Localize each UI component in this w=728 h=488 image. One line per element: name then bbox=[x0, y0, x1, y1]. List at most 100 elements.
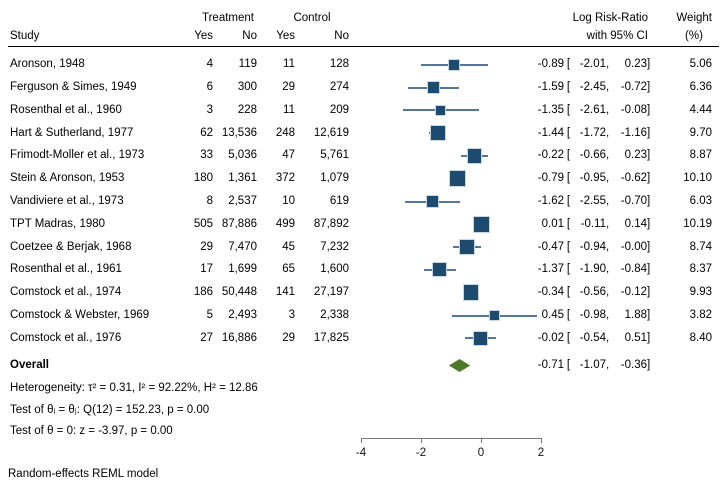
x-axis-tick bbox=[361, 438, 362, 443]
study-row: Rosenthal et al., 1961 17 1,699 65 1,600… bbox=[0, 258, 728, 281]
col-header-weight-unit: (%) bbox=[685, 30, 703, 42]
study-row: Hart & Sutherland, 1977 62 13,536 248 12… bbox=[0, 122, 728, 145]
model-note: Random-effects REML model bbox=[8, 468, 159, 480]
bracket-open: [ bbox=[566, 81, 571, 93]
effect-marker bbox=[462, 284, 479, 301]
treatment-no-count: 50,448 bbox=[221, 286, 257, 299]
control-yes-count: 499 bbox=[275, 217, 295, 230]
treatment-no-count: 228 bbox=[237, 103, 257, 116]
control-no-count: 2,338 bbox=[320, 309, 349, 321]
treatment-no-count: 87,886 bbox=[221, 217, 257, 230]
study-row: Comstock et al., 1976 27 16,886 29 17,82… bbox=[0, 327, 728, 350]
ci-lower: -2.45 bbox=[579, 81, 606, 93]
treatment-no-count: 13,536 bbox=[221, 126, 257, 139]
study-row: Aronson, 1948 4 119 11 128 -0.89 [ -2.01… bbox=[0, 53, 728, 76]
bracket-open: [ bbox=[566, 217, 571, 230]
overall-row: Overall -0.71 [ -1.07 , -0.36 ] bbox=[0, 354, 728, 377]
effect-marker bbox=[432, 262, 448, 278]
bracket-open: [ bbox=[566, 286, 571, 299]
study-row: Frimodt-Moller et al., 1973 33 5,036 47 … bbox=[0, 144, 728, 167]
control-yes-count: 29 bbox=[282, 81, 295, 93]
study-row: Ferguson & Simes, 1949 6 300 29 274 -1.5… bbox=[0, 76, 728, 99]
study-row: Comstock & Webster, 1969 5 2,493 3 2,338… bbox=[0, 304, 728, 327]
ci-separator: , bbox=[606, 81, 610, 93]
treatment-no-count: 119 bbox=[238, 58, 257, 71]
treatment-yes-count: 186 bbox=[193, 286, 213, 299]
bracket-close: ] bbox=[647, 309, 651, 321]
ci-lower: -0.11 bbox=[580, 217, 606, 230]
control-no-count: 128 bbox=[329, 58, 349, 71]
effect-estimate: -0.89 bbox=[537, 58, 564, 71]
effect-marker bbox=[448, 58, 461, 71]
bracket-close: ] bbox=[647, 286, 651, 299]
ci-upper: -1.16 bbox=[620, 126, 647, 139]
ci-lower: -0.54 bbox=[579, 331, 606, 344]
effect-ci-text: 0.01 [ -0.11 , 0.14 ] bbox=[531, 213, 652, 236]
overall-label: Overall bbox=[10, 359, 49, 371]
effect-ci-text: -0.89 [ -2.01 , 0.23 ] bbox=[531, 53, 652, 76]
study-name: Frimodt-Moller et al., 1973 bbox=[10, 149, 145, 162]
control-yes-count: 11 bbox=[283, 103, 295, 116]
bracket-open: [ bbox=[566, 126, 571, 139]
header-divider bbox=[8, 46, 719, 47]
x-axis-tick-label: 2 bbox=[537, 447, 545, 459]
effect-ci-text: -0.22 [ -0.66 , 0.23 ] bbox=[531, 144, 652, 167]
ci-lower: -0.56 bbox=[579, 286, 606, 299]
effect-marker bbox=[449, 170, 466, 187]
homogeneity-test: Test of θᵢ = θⱼ: Q(12) = 152.23, p = 0.0… bbox=[10, 404, 210, 416]
effect-marker bbox=[435, 104, 446, 116]
ci-lower: -2.55 bbox=[579, 195, 606, 207]
control-no-count: 7,232 bbox=[320, 240, 349, 253]
control-no-count: 274 bbox=[329, 81, 349, 93]
ci-separator: , bbox=[606, 240, 610, 253]
ci-separator: , bbox=[606, 263, 610, 276]
control-yes-count: 11 bbox=[283, 58, 295, 71]
effect-marker bbox=[466, 148, 483, 164]
x-axis-tick-label: -4 bbox=[355, 447, 367, 459]
ci-separator: , bbox=[606, 286, 610, 299]
study-name: Stein & Aronson, 1953 bbox=[10, 172, 125, 185]
bracket-open: [ bbox=[566, 172, 571, 185]
control-yes-count: 29 bbox=[282, 331, 295, 344]
treatment-yes-count: 8 bbox=[206, 195, 213, 207]
control-yes-count: 45 bbox=[282, 240, 295, 253]
ci-separator: , bbox=[606, 217, 610, 230]
bracket-close: ] bbox=[647, 240, 651, 253]
effect-estimate: -1.59 bbox=[537, 81, 564, 93]
study-name: Comstock et al., 1976 bbox=[10, 331, 122, 344]
study-row: Comstock et al., 1974 186 50,448 141 27,… bbox=[0, 281, 728, 304]
col-header-control: Control bbox=[293, 12, 331, 24]
ci-separator: , bbox=[606, 359, 610, 371]
zero-effect-test: Test of θ = 0: z = -3.97, p = 0.00 bbox=[10, 425, 173, 437]
weight-value: 8.87 bbox=[689, 149, 712, 162]
bracket-open: [ bbox=[566, 309, 571, 321]
control-yes-count: 141 bbox=[275, 286, 295, 299]
treatment-no-count: 2,493 bbox=[228, 309, 257, 321]
ci-lower: -1.90 bbox=[579, 263, 606, 276]
control-no-count: 209 bbox=[329, 103, 349, 116]
ci-separator: , bbox=[606, 331, 610, 344]
study-name: Aronson, 1948 bbox=[10, 58, 85, 71]
weight-value: 6.03 bbox=[689, 195, 712, 207]
control-no-count: 17,825 bbox=[313, 331, 349, 344]
ci-lower: -0.94 bbox=[579, 240, 606, 253]
ci-upper: -0.72 bbox=[620, 81, 647, 93]
ci-upper: 1.88 bbox=[624, 309, 647, 321]
effect-estimate: -0.47 bbox=[537, 240, 564, 253]
treatment-yes-count: 180 bbox=[193, 172, 213, 185]
weight-value: 8.40 bbox=[689, 331, 712, 344]
treatment-yes-count: 6 bbox=[206, 81, 213, 93]
control-yes-count: 10 bbox=[282, 195, 295, 207]
bracket-close: ] bbox=[647, 331, 651, 344]
overall-ci-upper: -0.36 bbox=[620, 359, 647, 371]
heterogeneity-stats: Heterogeneity: τ² = 0.31, I² = 92.22%, H… bbox=[10, 382, 258, 394]
ci-lower: -0.66 bbox=[579, 149, 606, 162]
study-row: Coetzee & Berjak, 1968 29 7,470 45 7,232… bbox=[0, 236, 728, 259]
treatment-no-count: 7,470 bbox=[228, 240, 257, 253]
weight-value: 10.10 bbox=[683, 172, 712, 185]
x-axis-tick bbox=[421, 438, 422, 443]
effect-estimate: -1.62 bbox=[537, 195, 564, 207]
ci-separator: , bbox=[606, 103, 610, 116]
ci-upper: 0.51 bbox=[624, 331, 647, 344]
weight-value: 9.70 bbox=[689, 126, 712, 139]
